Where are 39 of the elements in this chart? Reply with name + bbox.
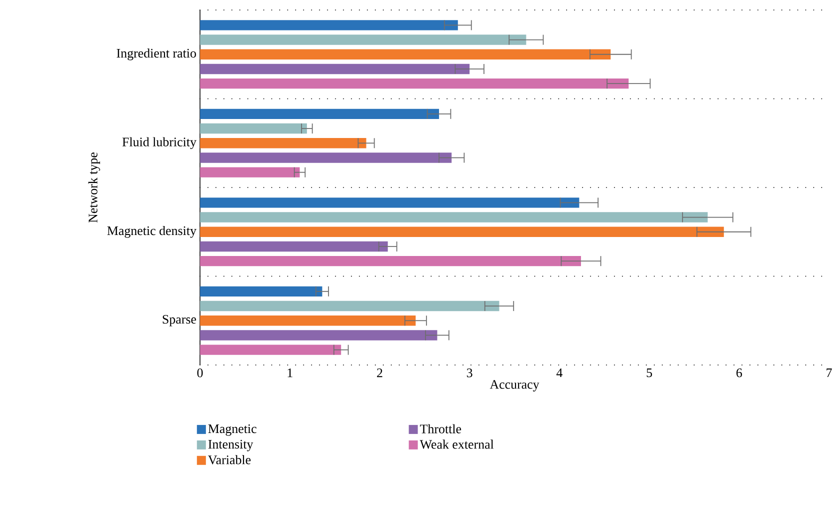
x-tick-label: 4 [556, 368, 562, 378]
bar [200, 198, 580, 208]
bar [200, 300, 500, 312]
bar [200, 316, 416, 326]
legend-label: Magnetic [208, 424, 256, 436]
bar [200, 34, 526, 45]
legend-label: Intensity [208, 440, 254, 452]
bar [200, 344, 342, 355]
x-tick-label: 6 [736, 368, 742, 378]
x-tick-label: 0 [197, 368, 203, 378]
x-tick-label: 7 [826, 368, 832, 378]
y-axis-title: Network type [88, 152, 100, 223]
bar [200, 241, 388, 252]
y-tick-label: Fluid lubricity [122, 137, 196, 150]
bar [200, 64, 470, 74]
legend-label: Throttle [420, 424, 462, 434]
bar [200, 123, 307, 134]
x-tick-label: 1 [288, 368, 292, 378]
legend-label: Weak external [420, 440, 494, 449]
bar [200, 167, 300, 178]
y-tick-label: Sparse [162, 314, 196, 326]
x-tick-label: 5 [646, 368, 652, 378]
x-tick-label: 3 [466, 368, 472, 378]
bar [200, 78, 629, 89]
bar [200, 212, 708, 222]
bar [200, 49, 611, 60]
bar [200, 108, 440, 120]
bar [200, 226, 724, 237]
bar [200, 20, 458, 30]
legend-label: Variable [208, 455, 251, 464]
bar [200, 138, 366, 148]
bar [200, 152, 452, 163]
bar [200, 256, 581, 266]
bar [200, 286, 322, 297]
bar [200, 330, 438, 340]
x-tick-label: 2 [377, 368, 382, 378]
y-tick-label: Magnetic density [107, 226, 196, 238]
y-tick-label: Ingredient ratio [116, 48, 196, 60]
x-axis-title: Accuracy [490, 380, 540, 392]
